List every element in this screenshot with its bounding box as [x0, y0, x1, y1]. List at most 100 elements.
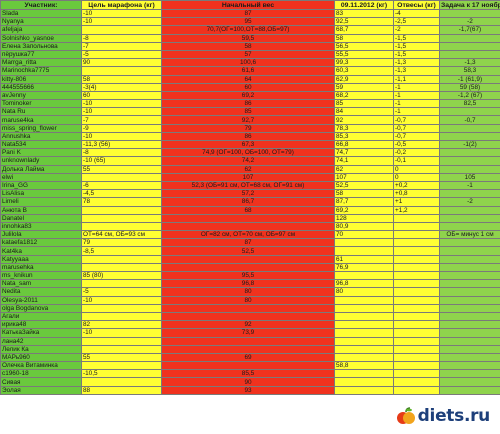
cell-loss[interactable]: -0,7	[393, 131, 440, 142]
cell-start-weight[interactable]: 52,3 (ОБ=91 см, ОТ=68 см, ОГ=91 см)	[161, 180, 335, 191]
cell-date-weight[interactable]: 62,9	[334, 74, 394, 84]
cell-loss[interactable]	[393, 270, 440, 281]
cell-goal[interactable]: -8,5	[81, 246, 162, 256]
cell-task[interactable]	[439, 303, 500, 313]
cell-participant[interactable]: Olesya-2011	[0, 295, 82, 305]
cell-participant[interactable]: КатькаЗайка	[0, 328, 82, 338]
cell-goal[interactable]	[81, 25, 162, 35]
cell-task[interactable]	[439, 33, 500, 43]
cell-loss[interactable]	[393, 254, 440, 264]
cell-goal[interactable]: -7	[81, 115, 162, 125]
cell-participant[interactable]: Елена Запольнова	[0, 41, 82, 51]
cell-start-weight[interactable]: 67,3	[161, 139, 335, 150]
cell-goal[interactable]: -3(4)	[81, 82, 162, 92]
cell-loss[interactable]: +0,2	[393, 180, 440, 191]
cell-participant[interactable]: Marinochka7775	[0, 66, 82, 76]
cell-participant[interactable]: miss_spring_flower	[0, 123, 82, 133]
cell-start-weight[interactable]	[161, 344, 335, 354]
cell-goal[interactable]	[81, 66, 162, 76]
cell-date-weight[interactable]	[334, 238, 394, 248]
cell-date-weight[interactable]: 58,8	[334, 361, 394, 371]
cell-loss[interactable]	[393, 279, 440, 289]
cell-start-weight[interactable]: 93	[161, 385, 335, 395]
cell-task[interactable]	[439, 295, 500, 305]
cell-goal[interactable]: 55	[81, 352, 162, 363]
cell-date-weight[interactable]: 80,9	[334, 221, 394, 232]
cell-participant[interactable]: Marrga_ritta	[0, 58, 82, 68]
cell-participant[interactable]: Limeli	[0, 197, 82, 207]
cell-participant[interactable]: Pani K	[0, 148, 82, 158]
cell-loss[interactable]: -1,1	[393, 74, 440, 84]
cell-start-weight[interactable]: 69	[161, 352, 335, 363]
cell-task[interactable]	[439, 164, 500, 174]
cell-loss[interactable]: -1	[393, 99, 440, 109]
cell-task[interactable]	[439, 123, 500, 133]
cell-task[interactable]	[439, 254, 500, 264]
cell-participant[interactable]: Олечка Витаминка	[0, 361, 82, 371]
cell-start-weight[interactable]: 70,7(ОГ=100,ОТ=88,ОБ=97)	[161, 25, 335, 35]
cell-participant[interactable]: olga Bogdanova	[0, 303, 82, 313]
cell-loss[interactable]: -0,7	[393, 115, 440, 125]
cell-date-weight[interactable]: 99,3	[334, 58, 394, 68]
cell-start-weight[interactable]: 58	[161, 41, 335, 51]
cell-task[interactable]	[439, 344, 500, 354]
cell-date-weight[interactable]: 59	[334, 82, 394, 92]
cell-goal[interactable]: -8	[81, 148, 162, 158]
cell-participant[interactable]: innohka83	[0, 221, 82, 232]
cell-goal[interactable]: -10	[81, 295, 162, 305]
cell-task[interactable]	[439, 385, 500, 395]
cell-date-weight[interactable]: 83	[334, 8, 394, 19]
cell-loss[interactable]	[393, 369, 440, 379]
cell-task[interactable]	[439, 287, 500, 297]
cell-goal[interactable]	[81, 303, 162, 313]
cell-loss[interactable]: -0,2	[393, 148, 440, 158]
cell-task[interactable]	[439, 246, 500, 256]
header-goal[interactable]: Цель марафона (кг)	[81, 0, 162, 10]
cell-loss[interactable]: -0,1	[393, 156, 440, 166]
cell-loss[interactable]	[393, 385, 440, 395]
cell-date-weight[interactable]: 84	[334, 107, 394, 117]
cell-date-weight[interactable]: 96,8	[334, 279, 394, 289]
cell-goal[interactable]	[81, 279, 162, 289]
cell-loss[interactable]: -1	[393, 107, 440, 117]
cell-date-weight[interactable]	[334, 385, 394, 395]
cell-participant[interactable]: afeljaja	[0, 25, 82, 35]
cell-date-weight[interactable]: 68,7	[334, 25, 394, 35]
cell-start-weight[interactable]	[161, 311, 335, 322]
cell-date-weight[interactable]: 87,7	[334, 197, 394, 207]
cell-loss[interactable]	[393, 311, 440, 322]
cell-goal[interactable]	[81, 336, 162, 346]
cell-participant[interactable]: Slada	[0, 8, 82, 19]
cell-goal[interactable]: -10	[81, 8, 162, 19]
cell-date-weight[interactable]: 68,2	[334, 90, 394, 101]
cell-loss[interactable]: +1	[393, 197, 440, 207]
cell-participant[interactable]: Danatel	[0, 213, 82, 223]
cell-loss[interactable]	[393, 213, 440, 223]
cell-participant[interactable]: elwi	[0, 172, 82, 182]
cell-goal[interactable]	[81, 213, 162, 223]
cell-start-weight[interactable]: 92,7	[161, 115, 335, 125]
cell-date-weight[interactable]	[334, 344, 394, 354]
cell-task[interactable]	[439, 148, 500, 158]
cell-loss[interactable]: -1,3	[393, 66, 440, 76]
cell-participant[interactable]: ms_knikun	[0, 270, 82, 281]
cell-date-weight[interactable]	[334, 311, 394, 322]
cell-start-weight[interactable]: 87	[161, 238, 335, 248]
cell-start-weight[interactable]: 95,5	[161, 270, 335, 281]
cell-start-weight[interactable]	[161, 303, 335, 313]
cell-start-weight[interactable]: 80	[161, 295, 335, 305]
cell-participant[interactable]: лана42	[0, 336, 82, 346]
cell-task[interactable]: -1,2 (67)	[439, 90, 500, 101]
cell-date-weight[interactable]: 74,1	[334, 156, 394, 166]
cell-date-weight[interactable]: 69,2	[334, 205, 394, 215]
cell-start-weight[interactable]: 64	[161, 74, 335, 84]
cell-task[interactable]: -0,7	[439, 115, 500, 125]
cell-goal[interactable]: 88	[81, 385, 162, 395]
cell-goal[interactable]: -8	[81, 33, 162, 43]
cell-goal[interactable]	[81, 205, 162, 215]
cell-loss[interactable]: 0	[393, 172, 440, 182]
cell-loss[interactable]	[393, 230, 440, 240]
cell-goal[interactable]: 82	[81, 320, 162, 330]
cell-date-weight[interactable]: 107	[334, 172, 394, 182]
cell-task[interactable]: 82,5	[439, 99, 500, 109]
